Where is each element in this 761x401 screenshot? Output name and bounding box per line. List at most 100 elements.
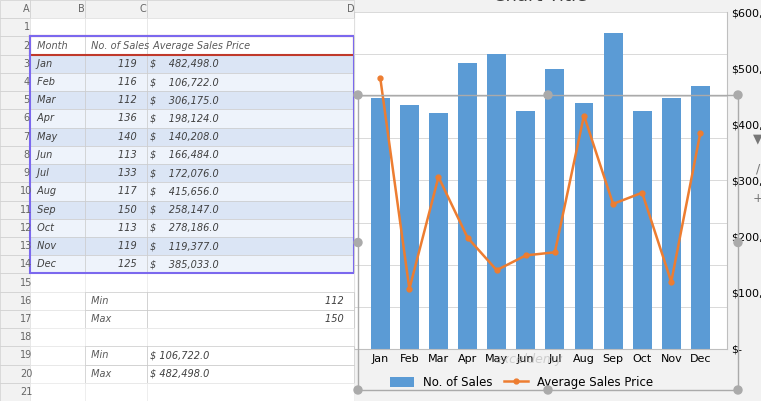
Bar xyxy=(147,219,354,237)
Bar xyxy=(147,73,354,91)
Text: Jun: Jun xyxy=(33,150,52,160)
Bar xyxy=(30,346,85,365)
Line: Average Sales Price: Average Sales Price xyxy=(378,75,702,292)
Bar xyxy=(662,98,680,349)
Text: $    415,656.0: $ 415,656.0 xyxy=(151,186,219,196)
Text: C: C xyxy=(140,4,147,14)
Text: D: D xyxy=(346,4,354,14)
Bar xyxy=(147,146,354,164)
Text: Min: Min xyxy=(88,350,109,360)
Text: 1: 1 xyxy=(24,22,30,32)
Bar xyxy=(0,36,30,55)
Text: $    119,377.0: $ 119,377.0 xyxy=(151,241,219,251)
Text: Dec: Dec xyxy=(33,259,56,269)
Text: Jan: Jan xyxy=(33,59,52,69)
Text: 17: 17 xyxy=(21,314,33,324)
Text: 19: 19 xyxy=(21,350,33,360)
Bar xyxy=(30,219,85,237)
Text: $ 106,722.0: $ 106,722.0 xyxy=(151,350,210,360)
Bar xyxy=(147,55,354,73)
Text: +: + xyxy=(753,192,761,205)
Text: $    166,484.0: $ 166,484.0 xyxy=(151,150,219,160)
Bar xyxy=(147,0,354,18)
Text: 15: 15 xyxy=(21,277,33,288)
Bar xyxy=(0,292,30,310)
Text: No. of Sales: No. of Sales xyxy=(88,41,150,51)
Text: 7: 7 xyxy=(24,132,30,142)
Text: ▼: ▼ xyxy=(753,132,761,145)
Bar xyxy=(575,103,594,349)
Bar xyxy=(85,200,147,219)
Bar xyxy=(30,182,85,200)
Bar xyxy=(85,310,147,328)
Bar xyxy=(85,346,147,365)
Bar xyxy=(0,73,30,91)
Bar xyxy=(30,383,85,401)
Circle shape xyxy=(354,386,362,394)
Bar xyxy=(85,328,147,346)
Text: Feb: Feb xyxy=(33,77,55,87)
Text: 112: 112 xyxy=(325,296,350,306)
Bar xyxy=(85,164,147,182)
Bar xyxy=(30,73,85,91)
Bar xyxy=(0,128,30,146)
Text: 14: 14 xyxy=(21,259,33,269)
Bar xyxy=(147,18,354,36)
Text: /: / xyxy=(756,162,760,175)
Bar xyxy=(85,73,147,91)
Bar xyxy=(0,18,30,36)
Bar xyxy=(30,328,85,346)
Bar xyxy=(30,292,85,310)
Bar xyxy=(371,98,390,349)
Text: 2: 2 xyxy=(24,41,30,51)
Bar xyxy=(85,182,147,200)
Average Sales Price xyxy=(550,250,559,255)
Bar xyxy=(0,255,30,273)
Text: Sep: Sep xyxy=(33,205,56,215)
Text: 125: 125 xyxy=(118,259,143,269)
Bar xyxy=(30,36,85,55)
Text: Average Sales Price: Average Sales Price xyxy=(151,41,250,51)
Text: $    106,722.0: $ 106,722.0 xyxy=(151,77,219,87)
Text: 10: 10 xyxy=(21,186,33,196)
Bar xyxy=(85,109,147,128)
Text: 8: 8 xyxy=(24,150,30,160)
Text: 4: 4 xyxy=(24,77,30,87)
Bar xyxy=(85,36,147,55)
Circle shape xyxy=(734,239,742,247)
Bar xyxy=(603,33,622,349)
Text: $    172,076.0: $ 172,076.0 xyxy=(151,168,219,178)
Bar xyxy=(30,237,85,255)
Bar xyxy=(632,111,651,349)
Bar xyxy=(0,365,30,383)
Bar xyxy=(30,109,85,128)
Bar xyxy=(85,146,147,164)
Text: 20: 20 xyxy=(21,369,33,379)
Text: $    306,175.0: $ 306,175.0 xyxy=(151,95,219,105)
Bar xyxy=(30,36,354,273)
Average Sales Price xyxy=(609,202,618,207)
Bar xyxy=(147,273,354,292)
Bar xyxy=(30,91,85,109)
Text: Max: Max xyxy=(88,369,112,379)
Bar xyxy=(0,328,30,346)
Text: Jul: Jul xyxy=(33,168,49,178)
Bar xyxy=(30,128,85,146)
Bar xyxy=(546,69,565,349)
Text: Oct: Oct xyxy=(33,223,53,233)
Text: exceldemy: exceldemy xyxy=(495,354,563,367)
Text: $    278,186.0: $ 278,186.0 xyxy=(151,223,219,233)
Bar xyxy=(147,128,354,146)
Text: 3: 3 xyxy=(24,59,30,69)
Text: 116: 116 xyxy=(118,77,143,87)
Text: 9: 9 xyxy=(24,168,30,178)
Average Sales Price xyxy=(405,287,414,292)
Bar xyxy=(85,91,147,109)
Text: B: B xyxy=(78,4,84,14)
Text: 117: 117 xyxy=(118,186,143,196)
Bar xyxy=(85,128,147,146)
Text: Min: Min xyxy=(88,296,109,306)
Bar xyxy=(147,164,354,182)
Text: Aug: Aug xyxy=(33,186,56,196)
Text: 150: 150 xyxy=(325,314,350,324)
